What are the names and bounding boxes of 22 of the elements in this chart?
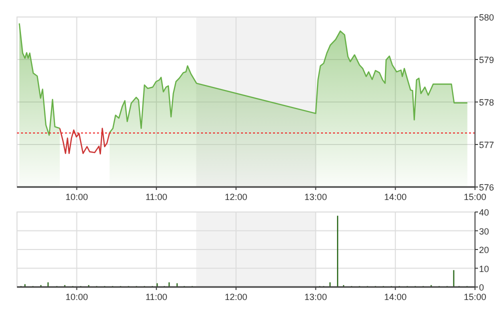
x-tick-label: 12:00 xyxy=(224,292,248,302)
y-tick-label: 577 xyxy=(479,140,494,150)
y-tick-label: 576 xyxy=(479,182,494,192)
x-tick-label: 15:00 xyxy=(464,192,486,202)
y-tick-label: 0 xyxy=(479,282,484,292)
y-tick-label: 20 xyxy=(479,245,490,255)
x-tick-label: 13:00 xyxy=(304,192,327,202)
x-tick-label: 15:00 xyxy=(464,292,486,302)
y-tick-label: 578 xyxy=(479,98,494,108)
y-tick-label: 579 xyxy=(479,55,494,65)
y-tick-label: 30 xyxy=(479,226,490,236)
x-tick-label: 13:00 xyxy=(304,292,327,302)
x-tick-label: 12:00 xyxy=(224,192,248,202)
y-tick-label: 580 xyxy=(479,12,494,22)
y-tick-label: 10 xyxy=(479,264,490,274)
x-tick-label: 11:00 xyxy=(145,192,168,202)
x-tick-label: 14:00 xyxy=(384,192,407,202)
x-tick-label: 10:00 xyxy=(65,292,88,302)
x-tick-label: 11:00 xyxy=(145,292,168,302)
x-tick-label: 10:00 xyxy=(65,192,88,202)
y-tick-label: 40 xyxy=(479,208,490,218)
x-tick-label: 14:00 xyxy=(384,292,407,302)
